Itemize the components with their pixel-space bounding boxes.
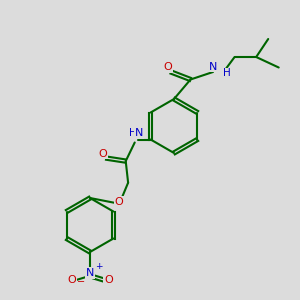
Text: −: − <box>77 277 86 287</box>
Text: O: O <box>104 275 113 285</box>
Text: O: O <box>67 275 76 285</box>
Text: +: + <box>95 262 103 271</box>
Text: N: N <box>134 128 143 138</box>
Text: H: H <box>223 68 230 79</box>
Text: O: O <box>98 148 107 159</box>
Text: H: H <box>129 128 136 138</box>
Text: N: N <box>86 268 94 278</box>
Text: O: O <box>164 62 172 73</box>
Text: O: O <box>115 196 124 207</box>
Text: N: N <box>209 61 217 72</box>
